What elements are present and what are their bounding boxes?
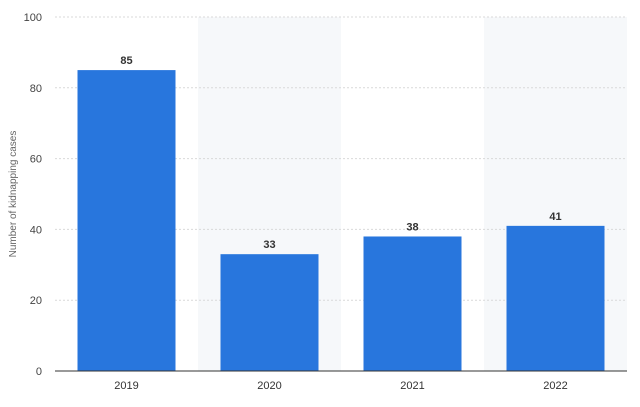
x-axis-ticks: 2019 2020 2021 2022 bbox=[114, 380, 567, 392]
bar-2019 bbox=[77, 70, 176, 371]
bar-2020 bbox=[220, 254, 319, 371]
bar-2022 bbox=[506, 225, 605, 371]
x-tick-label-2020: 2020 bbox=[257, 380, 281, 392]
data-label-2022: 41 bbox=[549, 211, 561, 223]
x-tick-label-2019: 2019 bbox=[114, 380, 138, 392]
bar-2021 bbox=[363, 236, 462, 371]
y-tick-label-60: 60 bbox=[30, 154, 42, 166]
y-tick-label-20: 20 bbox=[30, 295, 42, 307]
y-tick-label-80: 80 bbox=[30, 83, 42, 95]
y-axis-ticks: 0 20 40 60 80 100 bbox=[24, 12, 42, 378]
y-tick-label-100: 100 bbox=[24, 12, 42, 24]
y-axis-label: Number of kidnapping cases bbox=[8, 131, 19, 258]
data-label-2019: 85 bbox=[120, 55, 132, 67]
bars: 85 33 38 41 bbox=[77, 55, 605, 371]
x-tick-label-2022: 2022 bbox=[543, 380, 567, 392]
data-label-2021: 38 bbox=[406, 221, 418, 233]
y-tick-label-40: 40 bbox=[30, 224, 42, 236]
data-label-2020: 33 bbox=[263, 239, 275, 251]
x-tick-label-2021: 2021 bbox=[400, 380, 424, 392]
y-tick-label-0: 0 bbox=[36, 366, 42, 378]
